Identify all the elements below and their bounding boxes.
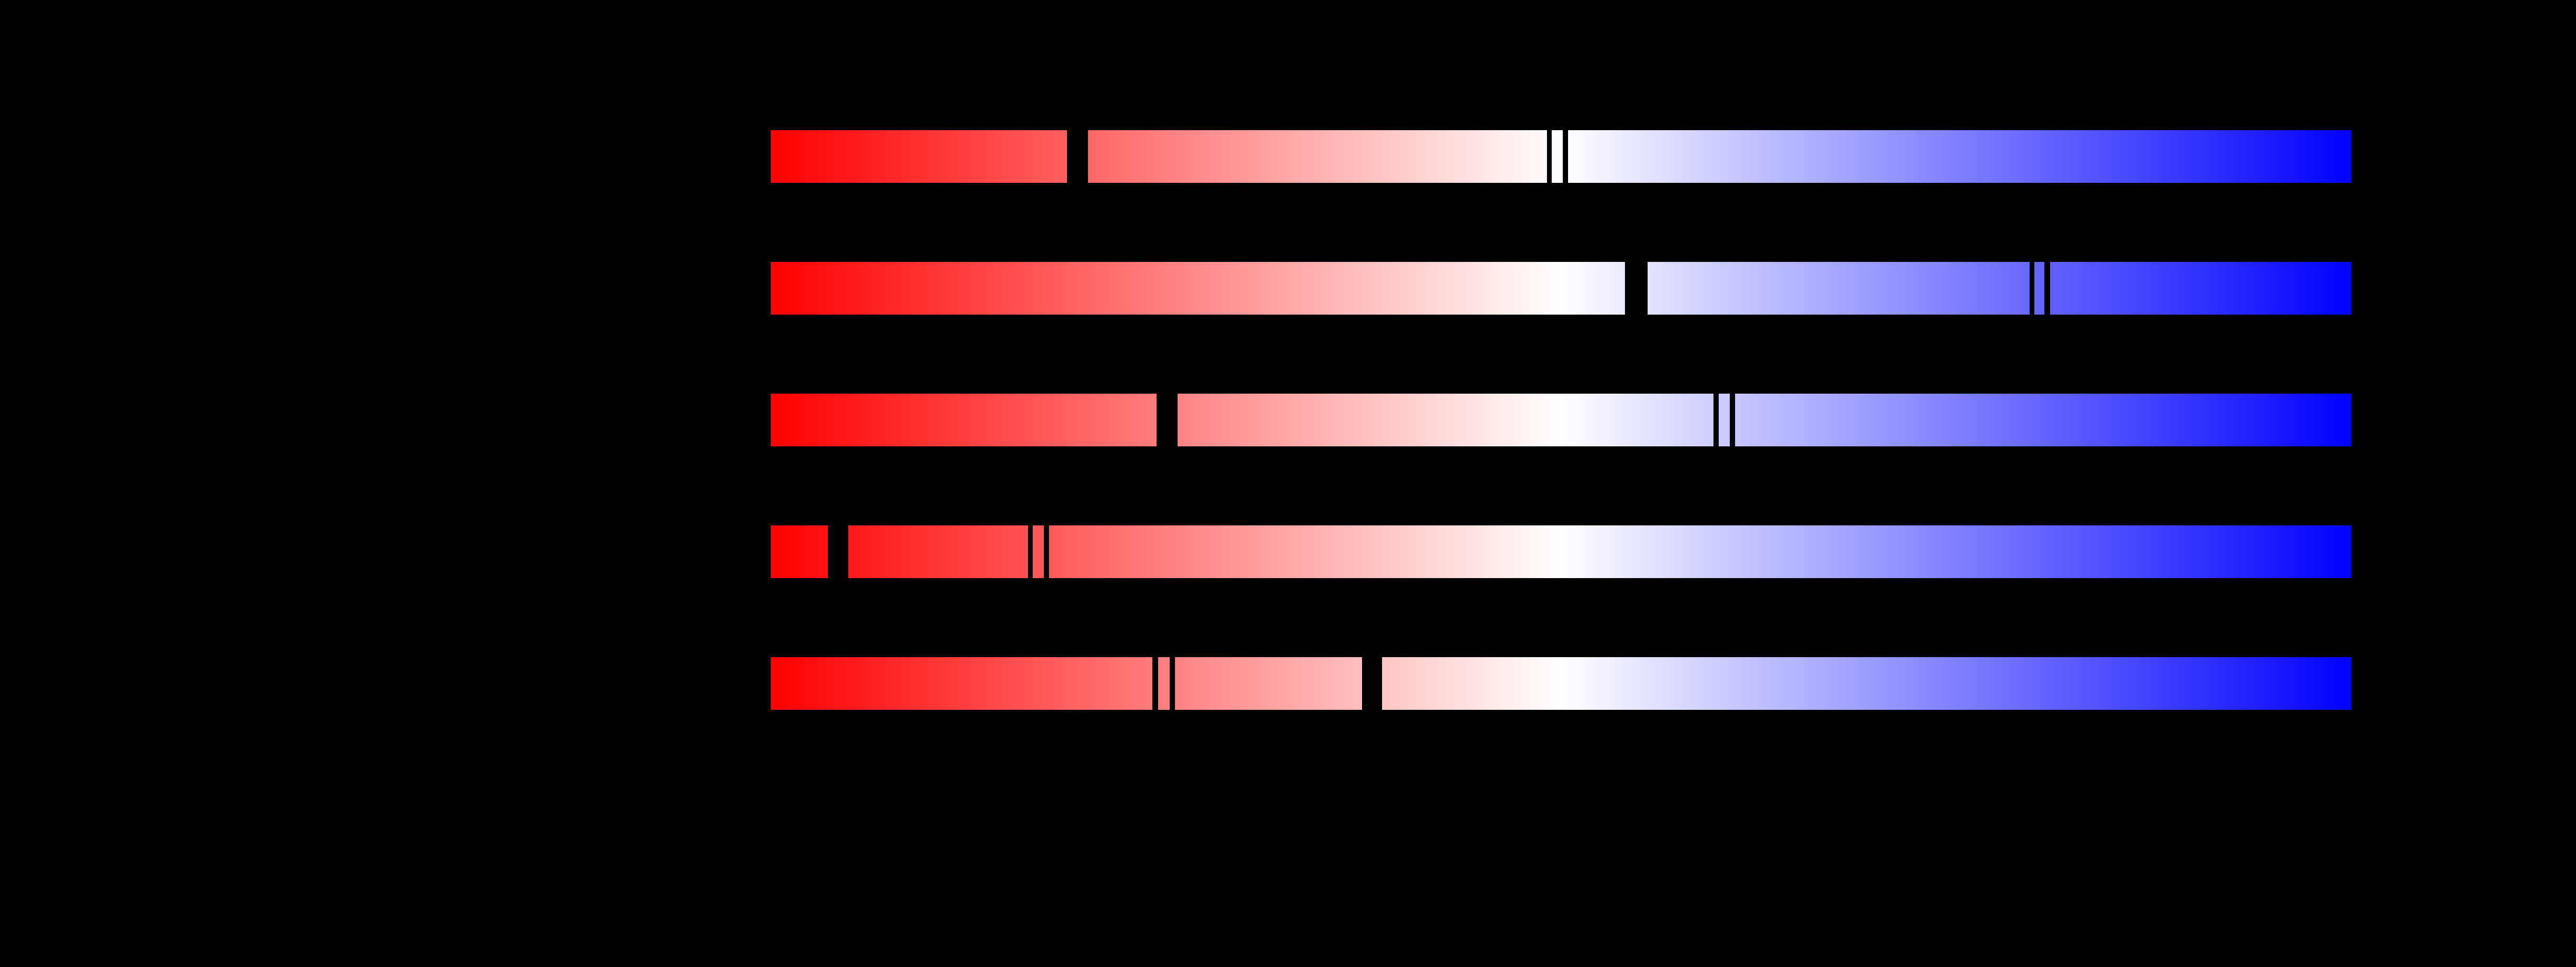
thin-divider-line — [2030, 261, 2034, 316]
thick-divider — [1067, 129, 1088, 184]
thin-divider-line — [1730, 393, 1735, 447]
thick-divider — [1362, 656, 1382, 711]
thin-divider-line — [2044, 261, 2050, 316]
thin-divider-line — [1713, 393, 1719, 447]
gradient-bar — [771, 656, 2352, 711]
thin-divider-line — [1152, 656, 1158, 711]
thin-divider-line — [1044, 524, 1049, 579]
thin-divider-line — [1170, 656, 1175, 711]
gradient-bar — [771, 393, 2352, 447]
thin-divider-line — [1028, 524, 1033, 579]
thick-divider — [828, 524, 848, 579]
thin-divider-line — [1563, 129, 1568, 184]
gradient-bar — [771, 524, 2352, 579]
thick-divider — [1625, 261, 1648, 316]
thick-divider — [1157, 393, 1178, 447]
gradient-bar — [771, 261, 2352, 316]
thin-divider-line — [1547, 129, 1552, 184]
gradient-bar — [771, 129, 2352, 184]
